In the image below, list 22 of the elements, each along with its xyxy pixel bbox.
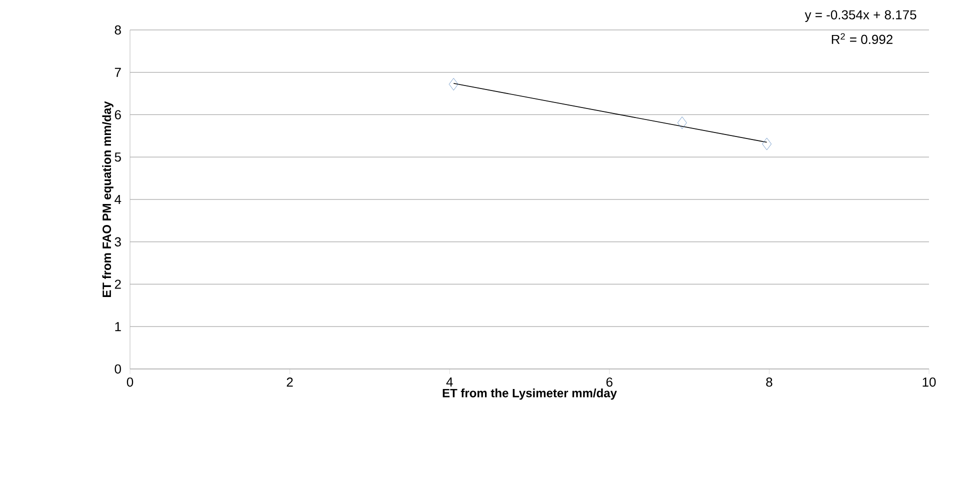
x-tick-label: 8 [766, 378, 772, 387]
x-tick-label: 10 [922, 378, 936, 387]
y-tick-label: 1 [115, 322, 121, 332]
x-tick-label: 2 [286, 378, 293, 387]
y-tick-label: 4 [114, 195, 122, 204]
y-tick-label: 2 [114, 280, 121, 289]
x-tick-label: 6 [606, 378, 612, 387]
y-tick-label: 5 [114, 152, 121, 162]
y-tick-label: 7 [114, 68, 121, 77]
point [448, 78, 458, 90]
y-tick-label: 6 [114, 110, 121, 120]
y-tick-label: 3 [114, 237, 121, 246]
text: y = -0.354x + 8.175 [804, 10, 916, 22]
point [677, 116, 687, 129]
y-axis-title: ET from FAO PM equation mm/day [102, 101, 114, 298]
y-tick-label: 8 [114, 25, 121, 35]
y-tick-label: 0 [114, 364, 121, 374]
point [762, 138, 772, 150]
annotation: R$^{2}$ = 0.992 [832, 33, 892, 44]
x-tick-label: 0 [126, 378, 134, 387]
x-tick-label: 4 [446, 378, 453, 386]
x-axis-title: ET from the Lysimeter mm/day [442, 388, 617, 400]
